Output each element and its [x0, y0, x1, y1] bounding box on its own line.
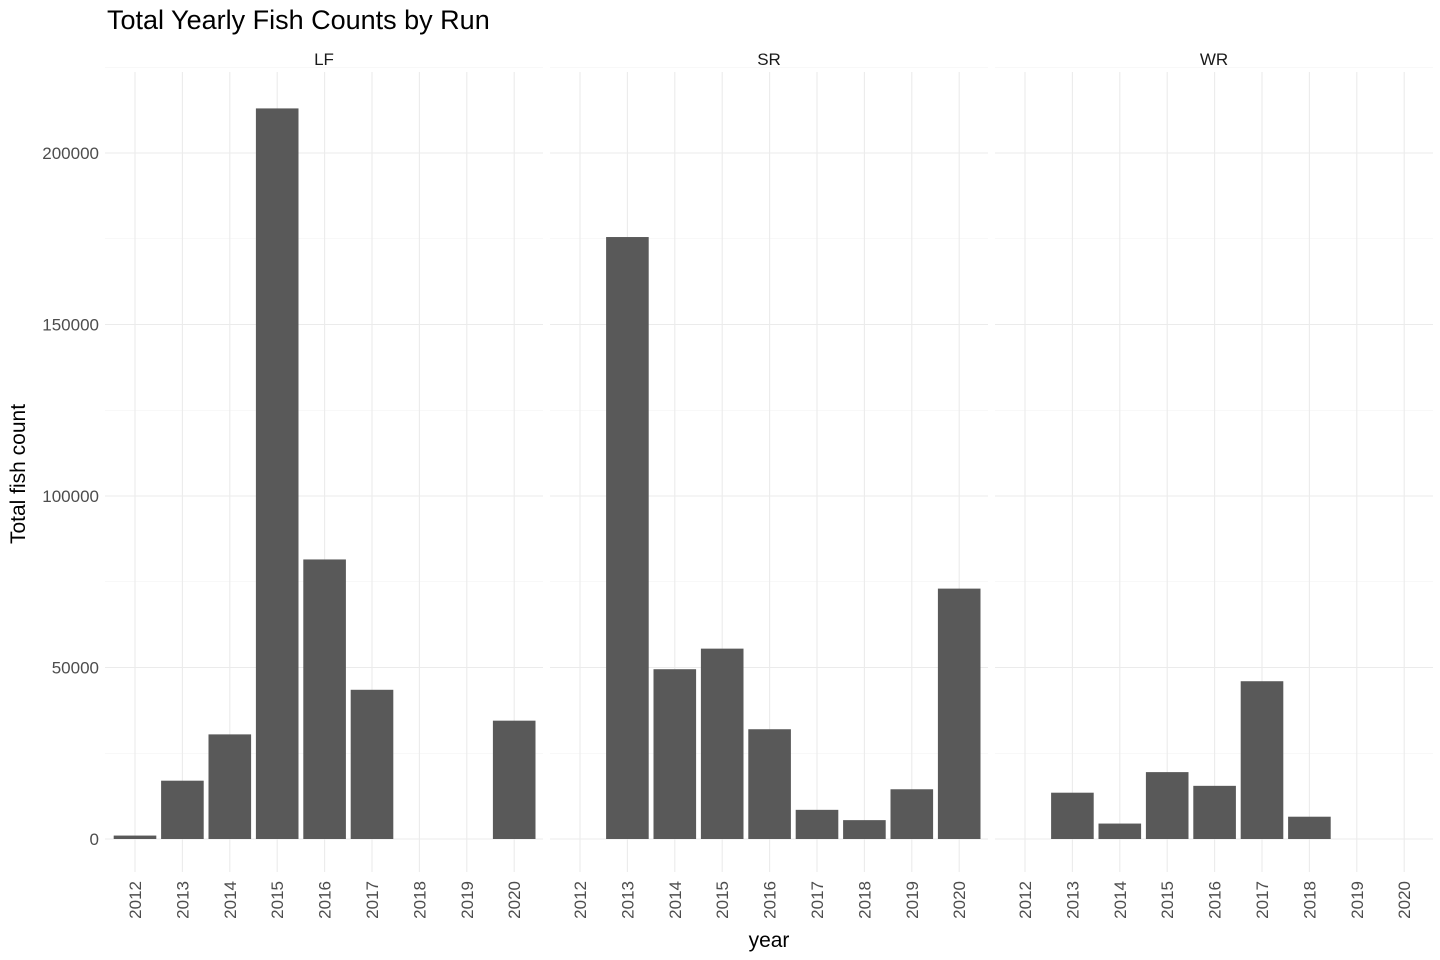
y-tick-label: 0 — [90, 830, 99, 849]
bar-wr-2016 — [1193, 785, 1236, 839]
x-tick-label: 2019 — [458, 881, 477, 919]
x-tick-label: 2014 — [666, 881, 685, 919]
bar-wr-2015 — [1145, 772, 1189, 839]
bar-sr-2019 — [890, 789, 934, 839]
bar-lf-2015 — [255, 108, 299, 839]
x-tick-label: 2014 — [1111, 881, 1130, 919]
facet-strip-label: WR — [1200, 50, 1228, 69]
x-tick-label: 2013 — [173, 881, 192, 919]
x-tick-label: 2015 — [713, 881, 732, 919]
facet-strip-label: LF — [314, 50, 334, 69]
x-tick-label: 2017 — [363, 881, 382, 919]
facet-panel-lf: LF 2012 2013 2014 2015 2016 2017 2018 2019 2020 — [105, 50, 543, 919]
bar-lf-2016 — [303, 559, 346, 839]
bar-lf-2017 — [350, 689, 394, 839]
x-tick-label: 2016 — [761, 881, 780, 919]
bar-sr-2020 — [937, 588, 981, 839]
x-tick-label: 2014 — [221, 881, 240, 919]
x-tick-label: 2012 — [1016, 881, 1035, 919]
x-tick-label: 2012 — [126, 881, 145, 919]
bar-sr-2015 — [700, 648, 744, 839]
y-tick-label: 200000 — [42, 144, 99, 163]
x-tick-label: 2012 — [571, 881, 590, 919]
x-tick-label: 2018 — [410, 881, 429, 919]
chart-title: Total Yearly Fish Counts by Run — [107, 5, 490, 35]
x-tick-label: 2013 — [1063, 881, 1082, 919]
x-tick-label: 2017 — [808, 881, 827, 919]
x-tick-label: 2013 — [618, 881, 637, 919]
x-tick-label: 2018 — [1300, 881, 1319, 919]
bar-lf-2014 — [208, 734, 252, 839]
y-axis-title: Total fish count — [7, 404, 30, 544]
y-tick-label: 100000 — [42, 487, 99, 506]
y-tick-label: 150000 — [42, 316, 99, 335]
y-axis: 0 50000 100000 150000 200000 — [42, 144, 99, 849]
x-tick-label: 2015 — [1158, 881, 1177, 919]
bar-lf-2012 — [113, 835, 157, 839]
facet-panel-wr: WR 2012 2013 2014 2015 2016 2017 2018 2019 2020 — [995, 50, 1433, 919]
x-tick-label: 2018 — [855, 881, 874, 919]
x-tick-label: 2019 — [903, 881, 922, 919]
bar-wr-2014 — [1098, 823, 1142, 839]
x-tick-label: 2016 — [1206, 881, 1225, 919]
bar-wr-2018 — [1288, 816, 1331, 839]
x-tick-label: 2019 — [1348, 881, 1367, 919]
facet-strip-label: SR — [757, 50, 781, 69]
bar-sr-2014 — [653, 669, 697, 839]
x-tick-label: 2015 — [268, 881, 287, 919]
facet-panel-sr: SR 2012 2013 2014 2015 2016 2017 2018 2019 2020 — [550, 50, 988, 919]
x-tick-label: 2016 — [316, 881, 335, 919]
y-tick-label: 50000 — [52, 659, 99, 678]
x-tick-label: 2020 — [950, 881, 969, 919]
bar-lf-2013 — [161, 780, 204, 839]
bar-sr-2018 — [843, 820, 886, 839]
x-tick-label: 2020 — [1395, 881, 1414, 919]
bar-sr-2016 — [748, 729, 791, 839]
bar-wr-2013 — [1051, 792, 1094, 839]
bar-lf-2020 — [492, 720, 536, 839]
x-tick-label: 2017 — [1253, 881, 1272, 919]
bar-wr-2017 — [1240, 681, 1284, 839]
bar-sr-2017 — [795, 809, 839, 839]
x-tick-label: 2020 — [505, 881, 524, 919]
bar-sr-2013 — [606, 237, 649, 839]
x-axis-title: year — [749, 929, 790, 952]
